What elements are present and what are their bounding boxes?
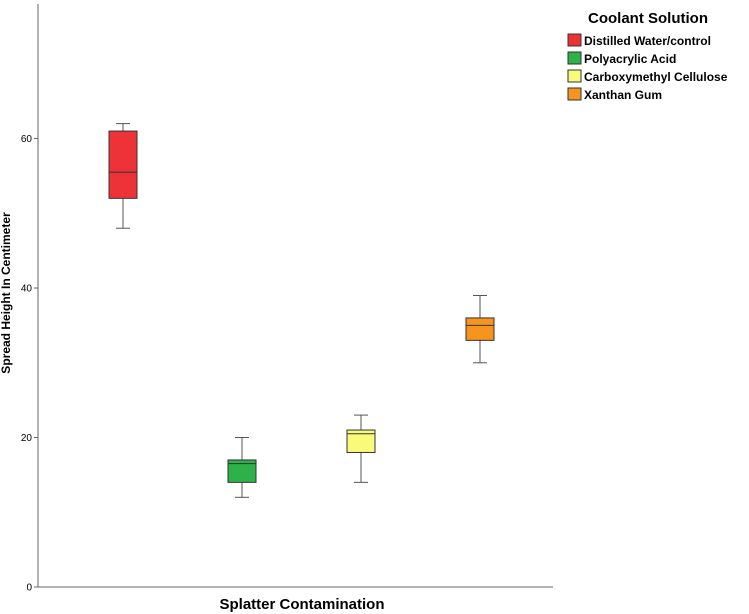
legend-swatch [567, 51, 582, 65]
box-iqr [346, 429, 376, 453]
box-iqr [227, 459, 257, 483]
y-axis-title: Spread Height In Centimeter [0, 212, 13, 374]
legend-swatch [567, 69, 582, 83]
y-tick-label: 0 [26, 583, 32, 594]
legend-swatch [567, 87, 582, 101]
legend-label: Polyacrylic Acid [584, 52, 676, 66]
axes [37, 4, 553, 588]
box-1 [108, 123, 138, 229]
y-tick-label: 60 [21, 134, 33, 145]
box-iqr [108, 130, 138, 199]
legend-title: Coolant Solution [588, 10, 708, 27]
legend-label: Distilled Water/control [584, 34, 711, 48]
box-4 [465, 295, 495, 364]
legend-swatch [567, 33, 582, 47]
box-3 [346, 414, 376, 483]
box-2 [227, 437, 257, 498]
legend: Coolant Solution Distilled Water/control… [567, 10, 728, 102]
y-ticks: 0 20 40 60 [21, 134, 38, 594]
legend-label: Xanthan Gum [584, 88, 662, 102]
legend-label: Carboxymethyl Cellulose [584, 70, 728, 84]
x-axis-title: Splatter Contamination [219, 596, 384, 613]
y-tick-label: 20 [21, 433, 33, 444]
box-iqr [465, 317, 495, 341]
boxes [108, 123, 495, 498]
y-tick-label: 40 [21, 284, 33, 295]
